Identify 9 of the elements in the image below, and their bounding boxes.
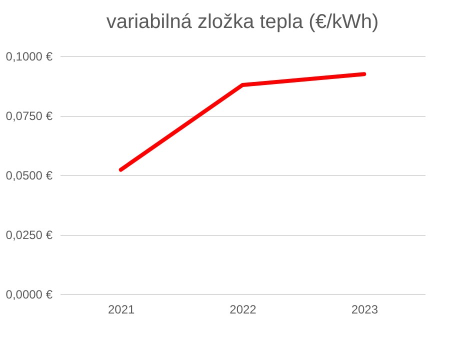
y-tick-label: 0,0500 € (6, 168, 53, 182)
chart-title: variabilná zložka tepla (€/kWh) (106, 11, 379, 33)
x-tick-label: 2022 (230, 302, 257, 316)
y-tick-label: 0,1000 € (6, 50, 53, 64)
y-tick-label: 0,0250 € (6, 228, 53, 242)
y-tick-label: 0,0000 € (6, 288, 53, 302)
y-tick-label: 0,0750 € (6, 109, 53, 123)
x-tick-label: 2023 (351, 302, 378, 316)
x-tick-label: 2021 (108, 302, 136, 316)
